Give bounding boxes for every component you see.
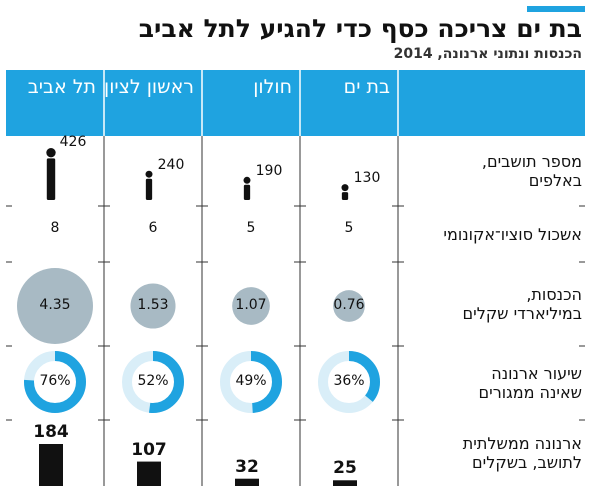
person-body [46, 158, 56, 200]
row-label: מספר תושבים, [481, 152, 582, 171]
bar-value: 107 [131, 439, 167, 460]
person-figure [243, 176, 251, 184]
cluster-value: 5 [344, 220, 354, 236]
income-value: 1.53 [137, 297, 169, 313]
bar [39, 444, 63, 486]
row-label: שאינה ממגורים [478, 383, 582, 402]
cluster-value: 8 [50, 220, 60, 236]
row-label: לתושב, בשקלים [472, 453, 582, 472]
population-value: 240 [157, 156, 185, 173]
ring-value: 52% [137, 373, 169, 389]
cluster-value: 5 [246, 220, 256, 236]
ring-value: 36% [333, 373, 365, 389]
row-label: באלפים [528, 171, 582, 190]
ring-arc [220, 351, 282, 413]
ring-value: 76% [39, 373, 71, 389]
ring-arc [122, 351, 184, 413]
row-label: אשכול סוציו־אקונומי [443, 224, 582, 244]
person-figure [341, 184, 349, 192]
ring-arc [318, 351, 380, 413]
header-band [6, 70, 585, 136]
city-header: בת ים [343, 76, 390, 98]
income-bubble [232, 287, 270, 325]
row-label: הכנסות, [526, 285, 582, 304]
person-body [243, 184, 251, 200]
income-bubble [130, 283, 176, 329]
population-value: 190 [255, 162, 283, 179]
city-header: תל אביב [27, 76, 96, 98]
chart-subtitle: הכנסות ונתוני ארנונה, 2014 [393, 46, 582, 62]
row-label: שיעור ארנונה [491, 364, 582, 383]
accent-bar [527, 6, 585, 12]
bar [333, 480, 357, 486]
bar [137, 461, 161, 486]
ring-value: 49% [235, 373, 267, 389]
ring-arc [24, 351, 86, 413]
bar-value: 25 [333, 458, 357, 479]
income-bubble [333, 290, 365, 322]
income-value: 4.35 [39, 297, 71, 313]
person-figure [46, 148, 56, 158]
person-figure [145, 170, 153, 178]
city-header: חולון [253, 76, 292, 98]
bar-value: 184 [33, 422, 69, 442]
row-label: במיליארדי שקלים [462, 304, 582, 323]
income-bubble [17, 268, 93, 344]
income-value: 0.76 [333, 297, 365, 313]
person-body [341, 192, 349, 200]
population-value: 426 [59, 134, 87, 150]
city-header: ראשון לציון [104, 76, 194, 98]
person-body [145, 178, 153, 200]
bar-value: 32 [235, 456, 259, 477]
row-label: ארנונה ממשלתית [462, 434, 582, 453]
income-value: 1.07 [235, 297, 267, 313]
bar [235, 478, 259, 486]
population-value: 130 [353, 170, 381, 187]
chart-title: בת ים צריכה כסף כדי להגיע לתל אביב [138, 14, 582, 43]
cluster-value: 6 [148, 220, 158, 236]
